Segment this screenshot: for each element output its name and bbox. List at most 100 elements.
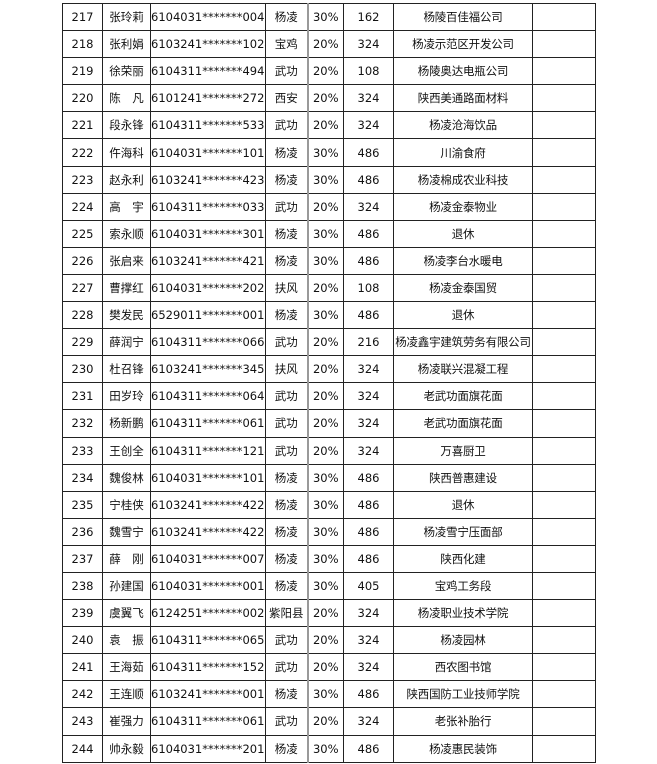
percentage-cell: 30% (306, 571, 344, 601)
remark-cell (532, 138, 596, 167)
row-number-cell: 218 (62, 30, 103, 59)
amount-cell: 486 (343, 734, 394, 763)
id-number-cell: 6104031*******2027 (150, 273, 266, 303)
row-number-cell: 227 (62, 273, 103, 303)
amount-cell: 486 (343, 301, 394, 330)
row-number-cell: 228 (62, 301, 103, 330)
row-number-cell: 239 (62, 599, 103, 628)
location-cell: 杨凌 (265, 463, 308, 492)
id-number-cell: 6104311*******065X (150, 626, 266, 655)
employer-cell: 老张补胎行 (393, 707, 533, 736)
table-row: 238 孙建国 6104031*******0013 杨凌 30% 405 宝鸡工务段 (62, 571, 596, 601)
amount-cell: 324 (343, 30, 394, 59)
location-cell: 杨凌 (265, 734, 308, 763)
row-number-cell: 233 (62, 436, 103, 465)
employer-cell: 退休 (393, 301, 533, 330)
id-number-cell: 6529011*******0018 (150, 301, 266, 330)
location-cell: 杨凌 (265, 138, 308, 167)
location-cell: 西安 (265, 84, 308, 113)
location-cell: 杨凌 (265, 680, 308, 709)
remark-cell (532, 219, 596, 248)
remark-cell (532, 111, 596, 140)
percentage-cell: 30% (306, 2, 344, 32)
id-number-cell: 6104311*******0611 (150, 409, 266, 438)
percentage-cell: 20% (306, 30, 344, 59)
table-row: 226 张启来 6103241*******4212 杨凌 30% 486 杨凌李台水暖电 (62, 246, 596, 275)
row-number-cell: 240 (62, 626, 103, 655)
table-row: 229 薛润宁 6104311*******0666 武功 20% 216 杨凌鑫宇建筑劳务… (62, 328, 596, 357)
percentage-cell: 20% (306, 409, 344, 438)
employer-cell: 退休 (393, 219, 533, 248)
location-cell: 武功 (265, 626, 308, 655)
row-number-cell: 224 (62, 192, 103, 221)
person-name-cell: 徐荣丽 (102, 57, 151, 86)
table-row: 241 王海茹 6104311*******1521 武功 20% 324 西农图书馆 (62, 653, 596, 682)
remark-cell (532, 571, 596, 601)
remark-cell (532, 544, 596, 573)
table-row: 230 杜召锋 6103241*******3455 扶风 20% 324 杨凌联兴混凝工程 (62, 355, 596, 384)
person-name-cell: 段永锋 (102, 111, 151, 140)
remark-cell (532, 84, 596, 113)
employer-cell: 杨凌职业技术学院 (393, 599, 533, 628)
id-number-cell: 6104031*******1010 (150, 138, 266, 167)
person-name-cell: 杜召锋 (102, 355, 151, 384)
remark-cell (532, 192, 596, 221)
location-cell: 武功 (265, 111, 308, 140)
percentage-cell: 20% (306, 436, 344, 465)
table-row: 243 崔强力 6104311*******0617 武功 20% 324 老张补胎行 (62, 707, 596, 736)
location-cell: 宝鸡 (265, 30, 308, 59)
table-row: 219 徐荣丽 6104311*******4941 武功 20% 108 杨陵奥达电瓶公司 (62, 57, 596, 86)
employer-cell: 宝鸡工务段 (393, 571, 533, 601)
id-number-cell: 6103241*******0019 (150, 680, 266, 709)
remark-cell (532, 599, 596, 628)
amount-cell: 486 (343, 246, 394, 275)
employer-cell: 杨凌雪宁压面部 (393, 517, 533, 546)
employer-cell: 杨凌惠民装饰 (393, 734, 533, 763)
table-row: 221 段永锋 6104311*******5336 武功 20% 324 杨凌沧海饮品 (62, 111, 596, 140)
amount-cell: 324 (343, 436, 394, 465)
percentage-cell: 30% (306, 219, 344, 248)
person-name-cell: 杨新鹏 (102, 409, 151, 438)
person-name-cell: 樊发民 (102, 301, 151, 330)
remark-cell (532, 57, 596, 86)
amount-cell: 486 (343, 544, 394, 573)
id-number-cell: 6103241*******4222 (150, 517, 266, 546)
percentage-cell: 30% (306, 165, 344, 194)
row-number-cell: 238 (62, 571, 103, 601)
person-name-cell: 薛 刚 (102, 544, 151, 573)
percentage-cell: 20% (306, 111, 344, 140)
employer-cell: 西农图书馆 (393, 653, 533, 682)
amount-cell: 324 (343, 382, 394, 411)
person-name-cell: 仵海科 (102, 138, 151, 167)
person-name-cell: 高 宇 (102, 192, 151, 221)
id-number-cell: 6104031*******1013 (150, 463, 266, 492)
remark-cell (532, 2, 596, 32)
amount-cell: 162 (343, 2, 394, 32)
row-number-cell: 243 (62, 707, 103, 736)
employer-cell: 杨陵百佳福公司 (393, 2, 533, 32)
employer-cell: 杨凌鑫宇建筑劳务有限公司 (393, 328, 533, 357)
amount-cell: 405 (343, 571, 394, 601)
location-cell: 杨凌 (265, 246, 308, 275)
percentage-cell: 20% (306, 328, 344, 357)
person-name-cell: 袁 振 (102, 626, 151, 655)
percentage-cell: 20% (306, 273, 344, 303)
percentage-cell: 20% (306, 192, 344, 221)
amount-cell: 486 (343, 517, 394, 546)
row-number-cell: 230 (62, 355, 103, 384)
row-number-cell: 229 (62, 328, 103, 357)
percentage-cell: 30% (306, 734, 344, 763)
remark-cell (532, 626, 596, 655)
person-name-cell: 张利娟 (102, 30, 151, 59)
person-name-cell: 张玲莉 (102, 2, 151, 32)
amount-cell: 108 (343, 273, 394, 303)
location-cell: 武功 (265, 653, 308, 682)
records-table: 217 张玲莉 6104031*******0047 杨凌 30% 162 杨陵百佳福公司 2… (62, 2, 596, 763)
id-number-cell: 6104311*******1521 (150, 653, 266, 682)
remark-cell (532, 246, 596, 275)
amount-cell: 216 (343, 328, 394, 357)
table-row: 222 仵海科 6104031*******1010 杨凌 30% 486 川渝食府 (62, 138, 596, 167)
percentage-cell: 30% (306, 544, 344, 573)
percentage-cell: 30% (306, 301, 344, 330)
id-number-cell: 6103241*******4212 (150, 246, 266, 275)
